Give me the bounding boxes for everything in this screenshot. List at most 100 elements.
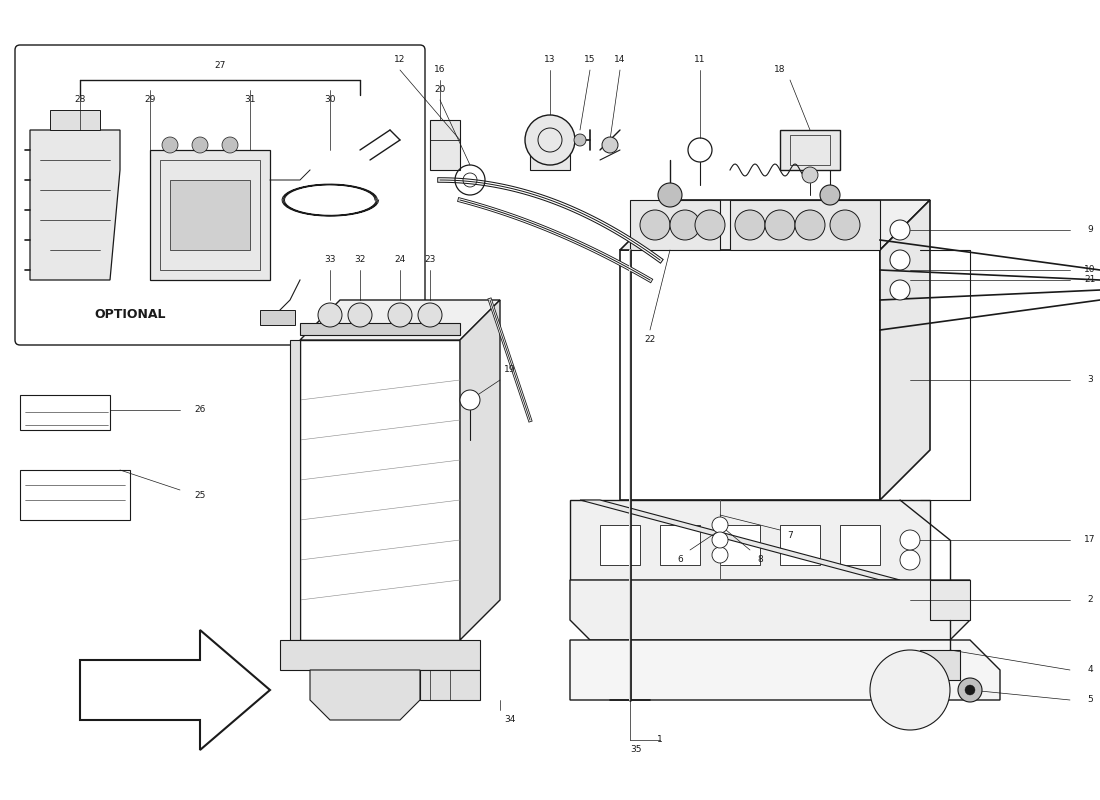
- Text: 16: 16: [434, 66, 446, 74]
- Text: 22: 22: [645, 335, 656, 345]
- Bar: [260, 310, 295, 325]
- Polygon shape: [420, 670, 480, 700]
- Circle shape: [192, 137, 208, 153]
- Text: 34: 34: [504, 715, 516, 725]
- Text: OPTIONAL: OPTIONAL: [95, 309, 166, 322]
- Text: 30: 30: [324, 95, 336, 105]
- Polygon shape: [620, 200, 930, 250]
- Text: 20: 20: [434, 86, 446, 94]
- Circle shape: [958, 678, 982, 702]
- Text: 31: 31: [244, 95, 255, 105]
- Polygon shape: [620, 250, 880, 500]
- Text: 29: 29: [144, 95, 156, 105]
- Text: 23: 23: [425, 255, 436, 265]
- Polygon shape: [150, 150, 270, 280]
- Polygon shape: [280, 640, 480, 670]
- Polygon shape: [630, 200, 720, 250]
- Circle shape: [830, 210, 860, 240]
- Polygon shape: [920, 650, 960, 680]
- Bar: [170, 180, 250, 250]
- Bar: [600, 525, 640, 565]
- Text: 13: 13: [544, 55, 556, 65]
- Polygon shape: [880, 200, 929, 500]
- Bar: [20, 395, 110, 430]
- Polygon shape: [780, 130, 840, 170]
- Circle shape: [900, 530, 920, 550]
- Bar: [530, 140, 570, 170]
- Text: 3: 3: [1087, 375, 1093, 385]
- Text: 10: 10: [1085, 266, 1096, 274]
- Circle shape: [712, 532, 728, 548]
- Circle shape: [640, 210, 670, 240]
- Text: 1: 1: [657, 735, 663, 745]
- Polygon shape: [300, 340, 460, 640]
- Text: 21: 21: [1085, 275, 1096, 285]
- Polygon shape: [310, 670, 420, 720]
- Circle shape: [890, 220, 910, 240]
- Circle shape: [965, 685, 975, 695]
- Bar: [780, 525, 820, 565]
- Polygon shape: [300, 300, 500, 340]
- Text: 33: 33: [324, 255, 336, 265]
- FancyBboxPatch shape: [15, 45, 425, 345]
- Polygon shape: [930, 580, 970, 620]
- Polygon shape: [570, 640, 1000, 700]
- Text: 12: 12: [394, 55, 406, 65]
- Circle shape: [764, 210, 795, 240]
- Text: 7: 7: [788, 530, 793, 539]
- Circle shape: [900, 550, 920, 570]
- Text: 35: 35: [630, 746, 641, 754]
- Polygon shape: [50, 110, 100, 130]
- Polygon shape: [570, 580, 970, 640]
- Circle shape: [890, 250, 910, 270]
- Text: 15: 15: [584, 55, 596, 65]
- Circle shape: [670, 210, 700, 240]
- Circle shape: [418, 303, 442, 327]
- Text: 18: 18: [774, 66, 785, 74]
- Circle shape: [460, 390, 480, 410]
- Text: 5: 5: [1087, 695, 1093, 705]
- Text: 8: 8: [757, 555, 763, 565]
- Circle shape: [795, 210, 825, 240]
- Circle shape: [712, 547, 728, 563]
- Text: 11: 11: [694, 55, 706, 65]
- Text: 19: 19: [504, 366, 516, 374]
- Circle shape: [162, 137, 178, 153]
- Circle shape: [820, 185, 840, 205]
- Text: 24: 24: [395, 255, 406, 265]
- Polygon shape: [580, 500, 900, 580]
- Text: 27: 27: [214, 61, 225, 70]
- Text: 6: 6: [678, 555, 683, 565]
- Circle shape: [870, 650, 950, 730]
- Circle shape: [574, 134, 586, 146]
- Circle shape: [695, 210, 725, 240]
- Polygon shape: [80, 630, 270, 750]
- Circle shape: [658, 183, 682, 207]
- Text: 26: 26: [195, 406, 206, 414]
- Text: 25: 25: [195, 490, 206, 499]
- Circle shape: [890, 280, 910, 300]
- Ellipse shape: [710, 598, 770, 622]
- Polygon shape: [730, 200, 880, 250]
- Bar: [430, 120, 460, 170]
- Circle shape: [318, 303, 342, 327]
- Polygon shape: [460, 300, 500, 640]
- Text: 17: 17: [1085, 535, 1096, 545]
- Bar: [840, 525, 880, 565]
- Bar: [720, 525, 760, 565]
- Bar: [20, 470, 130, 520]
- Text: 14: 14: [614, 55, 626, 65]
- Circle shape: [712, 517, 728, 533]
- Circle shape: [802, 167, 818, 183]
- Bar: [300, 323, 460, 335]
- Circle shape: [602, 137, 618, 153]
- Text: 4: 4: [1087, 666, 1092, 674]
- Text: 2: 2: [1087, 595, 1092, 605]
- Circle shape: [525, 115, 575, 165]
- Circle shape: [735, 210, 764, 240]
- Text: 28: 28: [75, 95, 86, 105]
- Ellipse shape: [800, 598, 860, 622]
- Ellipse shape: [620, 598, 680, 622]
- Circle shape: [388, 303, 412, 327]
- Polygon shape: [30, 130, 120, 280]
